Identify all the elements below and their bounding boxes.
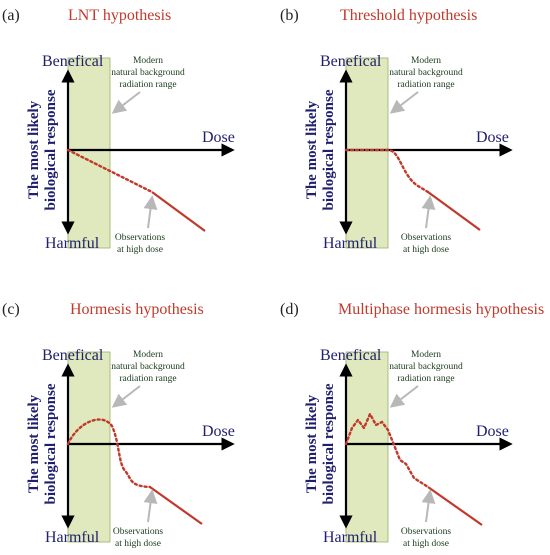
background-note-line3: radiation range [397, 80, 454, 90]
background-note-line3: radiation range [119, 374, 176, 384]
observation-note-line2: at high dose [403, 539, 449, 549]
note-arrow-background [111, 91, 141, 114]
panel-d: (d) Multiphase hormesis hypothesis Benef… [280, 301, 544, 549]
panel-c: (c) Hormesis hypothesis Benefical Harmfu… [2, 301, 235, 549]
y-axis-label-line2: biological response [321, 89, 337, 210]
harmful-label: Harmful [45, 235, 100, 252]
observation-note-line1: Observations [115, 233, 165, 243]
panel-letter: (c) [2, 301, 20, 318]
benefical-label: Benefical [320, 53, 382, 70]
background-note-line2: natural background [111, 362, 185, 372]
panel-letter: (a) [2, 7, 20, 24]
y-axis-label-line2: biological response [321, 383, 337, 504]
dose-label: Dose [476, 129, 509, 146]
background-note-line3: radiation range [119, 80, 176, 90]
note-arrow-background [389, 91, 419, 114]
background-note-line1: Modern [133, 350, 163, 360]
observed-high-dose-line [427, 191, 481, 231]
y-axis-label-line1: The most likely [26, 100, 42, 199]
y-axis-label-line2: biological response [43, 89, 59, 210]
observation-note-line1: Observations [113, 527, 163, 537]
observation-note-line1: Observations [401, 233, 451, 243]
note-arrow-observation [143, 195, 158, 229]
observed-high-dose-line [427, 486, 483, 526]
panel-title: Threshold hypothesis [340, 7, 477, 24]
background-note-line2: natural background [389, 362, 463, 372]
dotted-extrapolation-curve [344, 411, 430, 489]
observed-high-dose-line [149, 486, 203, 525]
observation-note-line2: at high dose [403, 245, 449, 255]
background-note-line2: natural background [389, 68, 463, 78]
observation-note-line1: Observations [401, 527, 451, 537]
observed-high-dose-line [151, 191, 206, 232]
panel-title: Hormesis hypothesis [70, 301, 204, 318]
background-note-line3: radiation range [397, 374, 454, 384]
background-radiation-box [67, 351, 111, 543]
panel-title: LNT hypothesis [68, 7, 171, 24]
dose-label: Dose [202, 129, 235, 146]
background-note-line1: Modern [411, 350, 441, 360]
panel-letter: (d) [280, 301, 299, 318]
benefical-label: Benefical [42, 347, 104, 364]
observation-note-line2: at high dose [115, 539, 161, 549]
harmful-label: Harmful [45, 529, 100, 546]
background-radiation-box [345, 57, 389, 249]
panel-a: (a) LNT hypothesis Benefical Harmful Dos… [2, 7, 235, 255]
dose-label: Dose [202, 423, 235, 440]
observation-note-line2: at high dose [117, 245, 163, 255]
background-note-line1: Modern [133, 56, 163, 66]
y-axis-label-line1: The most likely [304, 394, 320, 493]
note-arrow-background [111, 385, 141, 408]
benefical-label: Benefical [320, 347, 382, 364]
dotted-extrapolation-curve [344, 148, 430, 194]
harmful-label: Harmful [323, 529, 378, 546]
panel-title: Multiphase hormesis hypothesis [338, 301, 544, 318]
background-note-line2: natural background [111, 68, 185, 78]
benefical-label: Benefical [42, 53, 104, 70]
note-arrow-background [389, 385, 419, 408]
harmful-label: Harmful [323, 235, 378, 252]
note-arrow-observation [143, 489, 158, 523]
note-arrow-observation [421, 195, 436, 229]
y-axis-label-line1: The most likely [304, 100, 320, 199]
background-note-line1: Modern [411, 56, 441, 66]
note-arrow-observation [421, 489, 436, 523]
dotted-extrapolation-curve [66, 148, 154, 194]
panel-b: (b) Threshold hypothesis Benefical Harmf… [280, 7, 513, 255]
dose-label: Dose [476, 423, 509, 440]
dotted-extrapolation-curve [66, 418, 152, 489]
y-axis-label-line2: biological response [43, 383, 59, 504]
y-axis-label-line1: The most likely [26, 394, 42, 493]
background-radiation-box [345, 351, 389, 543]
panel-letter: (b) [280, 7, 299, 24]
